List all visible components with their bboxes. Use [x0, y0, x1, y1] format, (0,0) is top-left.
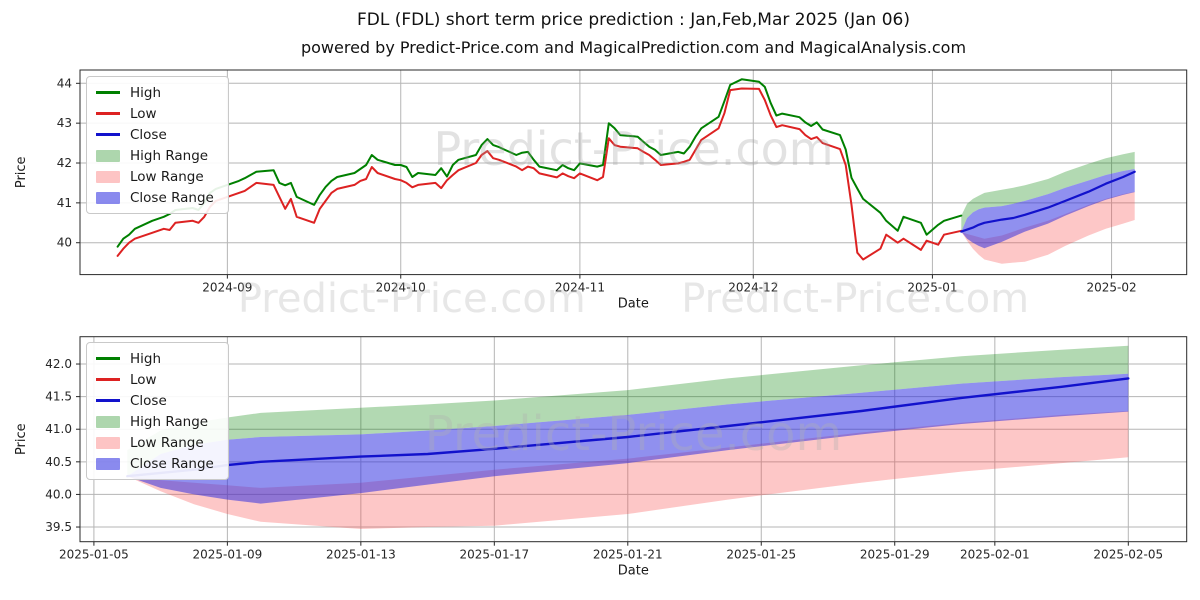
legend-item-label: Close: [130, 126, 167, 143]
page-subtitle: powered by Predict-Price.com and Magical…: [300, 38, 967, 57]
y-tick-label: 44: [57, 76, 72, 90]
y-axis-label: Price: [14, 423, 29, 455]
x-tick-label: 2025-02: [1087, 281, 1137, 295]
legend-item-low-range: Low Range: [96, 166, 214, 187]
legend-patch-swatch: [96, 436, 120, 449]
y-tick-label: 41.0: [45, 422, 72, 436]
band-low-range: [127, 411, 1129, 529]
legend-line-swatch: [96, 357, 120, 360]
legend-item-high-range: High Range: [96, 145, 214, 166]
x-tick-label: 2025-01-25: [726, 548, 796, 562]
legend-line-swatch: [96, 399, 120, 402]
legend-item-label: Low Range: [130, 434, 204, 451]
legend-item-close-range: Close Range: [96, 453, 214, 474]
legend-patch-swatch: [96, 457, 120, 470]
plot-border: [79, 69, 1188, 276]
y-tick-label: 40: [57, 236, 72, 250]
x-tick-label: 2024-09: [202, 281, 252, 295]
legend-item-close-range: Close Range: [96, 187, 214, 208]
band-high-range: [127, 345, 1129, 477]
legend-item-high: High: [96, 348, 214, 369]
y-tick-label: 42.0: [45, 357, 72, 371]
plot-border: [79, 336, 1188, 543]
legend-item-label: Low: [130, 105, 157, 122]
legend-item-label: High Range: [130, 147, 209, 164]
legend-patch-swatch: [96, 415, 120, 428]
legend-top-chart: High Low Close High Range Low Range Close Ran…: [86, 76, 229, 214]
x-axis-label: Date: [618, 564, 649, 579]
y-tick-label: 41.5: [45, 390, 72, 404]
y-tick-label: 41: [57, 196, 72, 210]
band-close-range: [127, 373, 1129, 504]
legend-item-low-range: Low Range: [96, 432, 214, 453]
page-title: FDL (FDL) short term price prediction : …: [357, 10, 910, 30]
legend-bottom-chart: High Low Close High Range Low Range Close Ran…: [86, 342, 229, 480]
legend-line-swatch: [96, 91, 120, 94]
series-close-line: [960, 170, 1136, 233]
series-high-line: [116, 78, 963, 248]
x-tick-label: 2025-01-29: [860, 548, 930, 562]
legend-item-low: Low: [96, 103, 214, 124]
series-low-line: [116, 87, 963, 261]
legend-item-label: High: [130, 350, 162, 367]
x-tick-label: 2025-01: [907, 281, 957, 295]
x-tick-label: 2025-02-01: [960, 548, 1030, 562]
x-tick-label: 2025-01-09: [192, 548, 262, 562]
x-tick-label: 2024-11: [555, 281, 605, 295]
x-tick-label: 2025-02-05: [1093, 548, 1163, 562]
x-tick-label: 2025-01-13: [326, 548, 396, 562]
x-tick-label: 2025-01-05: [59, 548, 129, 562]
legend-patch-swatch: [96, 191, 120, 204]
y-tick-label: 40.5: [45, 455, 72, 469]
legend-item-label: Low Range: [130, 168, 204, 185]
legend-item-label: High Range: [130, 413, 209, 430]
x-tick-label: 2024-12: [728, 281, 778, 295]
x-tick-label: 2025-01-17: [459, 548, 529, 562]
legend-item-label: Close Range: [130, 189, 214, 206]
legend-item-label: Close Range: [130, 455, 214, 472]
y-tick-label: 42: [57, 156, 72, 170]
legend-item-close: Close: [96, 390, 214, 411]
legend-line-swatch: [96, 378, 120, 381]
y-tick-label: 40.0: [45, 487, 72, 501]
legend-item-label: Low: [130, 371, 157, 388]
x-tick-label: 2025-01-21: [593, 548, 663, 562]
y-tick-label: 43: [57, 116, 72, 130]
legend-item-low: Low: [96, 369, 214, 390]
band-high-range: [961, 151, 1135, 232]
legend-item-label: Close: [130, 392, 167, 409]
legend-item-high-range: High Range: [96, 411, 214, 432]
legend-item-label: High: [130, 84, 162, 101]
legend-line-swatch: [96, 133, 120, 136]
legend-item-close: Close: [96, 124, 214, 145]
y-tick-label: 39.5: [45, 520, 72, 534]
legend-item-high: High: [96, 82, 214, 103]
legend-patch-swatch: [96, 170, 120, 183]
band-low-range: [961, 191, 1135, 264]
x-axis-label: Date: [618, 297, 649, 312]
y-axis-label: Price: [14, 156, 29, 188]
legend-line-swatch: [96, 112, 120, 115]
legend-patch-swatch: [96, 149, 120, 162]
x-tick-label: 2024-10: [376, 281, 426, 295]
